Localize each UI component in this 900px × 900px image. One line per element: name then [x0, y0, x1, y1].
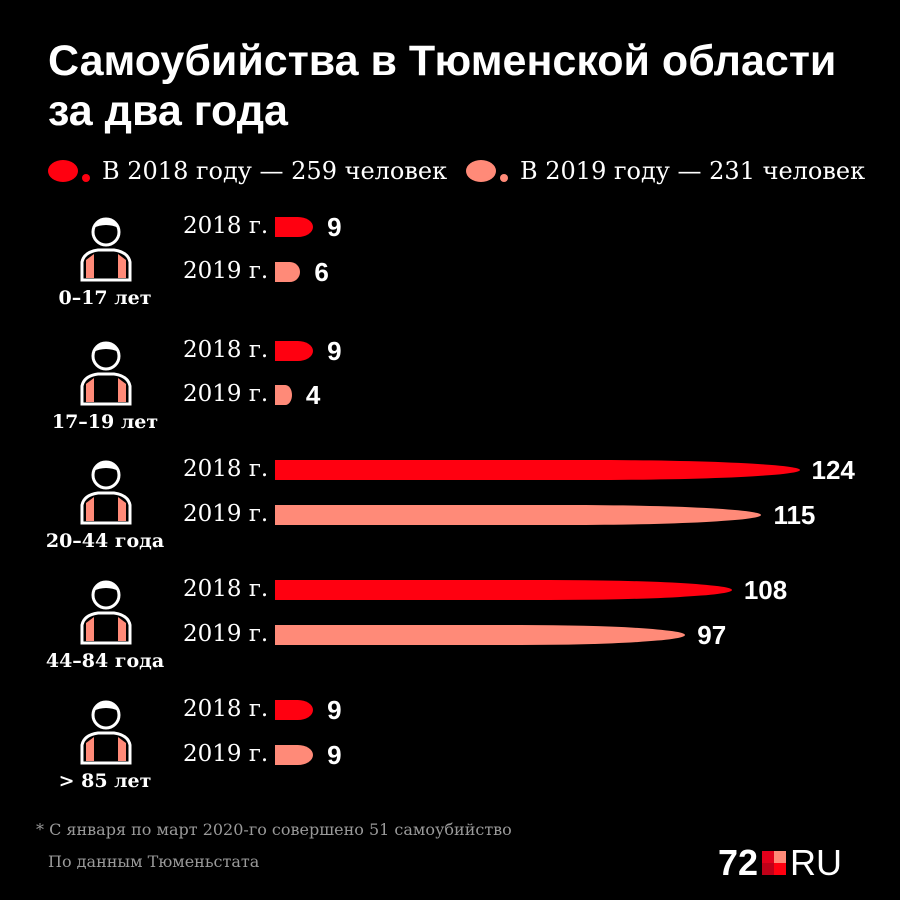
bar-2019-1 — [275, 385, 292, 405]
bar-2018-2 — [275, 460, 800, 480]
year-label: 2019 г. — [183, 621, 269, 647]
value-label: 4 — [305, 380, 321, 410]
year-label: 2018 г. — [183, 213, 269, 239]
legend-2019: В 2019 году — 231 человек — [466, 157, 865, 185]
footnote: * С января по март 2020-го совершено 51 … — [36, 820, 512, 839]
bar-2019-3 — [275, 625, 686, 645]
legend-swatch-2018 — [48, 160, 90, 182]
value-label: 9 — [327, 695, 342, 725]
legend-2018: В 2018 году — 259 человек — [48, 157, 447, 185]
age-group-label: 44–84 года — [45, 650, 165, 672]
age-group-label: 0–17 лет — [58, 287, 152, 309]
age-group-label: > 85 лет — [58, 770, 152, 792]
year-label: 2019 г. — [183, 741, 269, 767]
bar-2019-4 — [275, 745, 314, 765]
year-label: 2018 г. — [183, 696, 269, 722]
legend-label: В 2018 году — 259 человек — [102, 157, 448, 185]
age-group-label: 17–19 лет — [51, 411, 159, 433]
bar-2019-2 — [275, 505, 762, 525]
value-label: 9 — [327, 336, 342, 366]
source: По данным Тюменьстата — [48, 852, 260, 871]
age-group-label: 20–44 года — [45, 530, 165, 552]
year-label: 2018 г. — [183, 337, 269, 363]
bar-2018-0 — [275, 217, 314, 237]
year-label: 2018 г. — [183, 576, 269, 602]
bar-2018-3 — [275, 580, 732, 600]
person-icon — [78, 212, 134, 286]
value-label: 6 — [314, 257, 329, 287]
chart-title: Самоубийства в Тюменской области за два … — [48, 37, 837, 135]
legend-swatch-2019 — [466, 160, 508, 182]
year-label: 2019 г. — [183, 381, 269, 407]
year-label: 2019 г. — [183, 258, 269, 284]
value-label: 9 — [327, 740, 342, 770]
bar-2018-4 — [275, 700, 314, 720]
bar-2018-1 — [275, 341, 314, 361]
year-label: 2019 г. — [183, 501, 269, 527]
value-label: 108 — [743, 575, 788, 605]
person-icon — [78, 455, 134, 529]
value-label: 124 — [811, 455, 855, 485]
value-label: 115 — [773, 500, 816, 530]
value-label: 9 — [327, 212, 342, 242]
year-label: 2018 г. — [183, 456, 269, 482]
logo-72ru: 72 RU — [718, 842, 843, 883]
value-label: 97 — [697, 620, 727, 650]
person-icon — [78, 336, 134, 410]
person-icon — [78, 695, 134, 769]
person-icon — [78, 575, 134, 649]
legend-label: В 2019 году — 231 человек — [520, 157, 866, 185]
bar-2019-0 — [275, 262, 301, 282]
